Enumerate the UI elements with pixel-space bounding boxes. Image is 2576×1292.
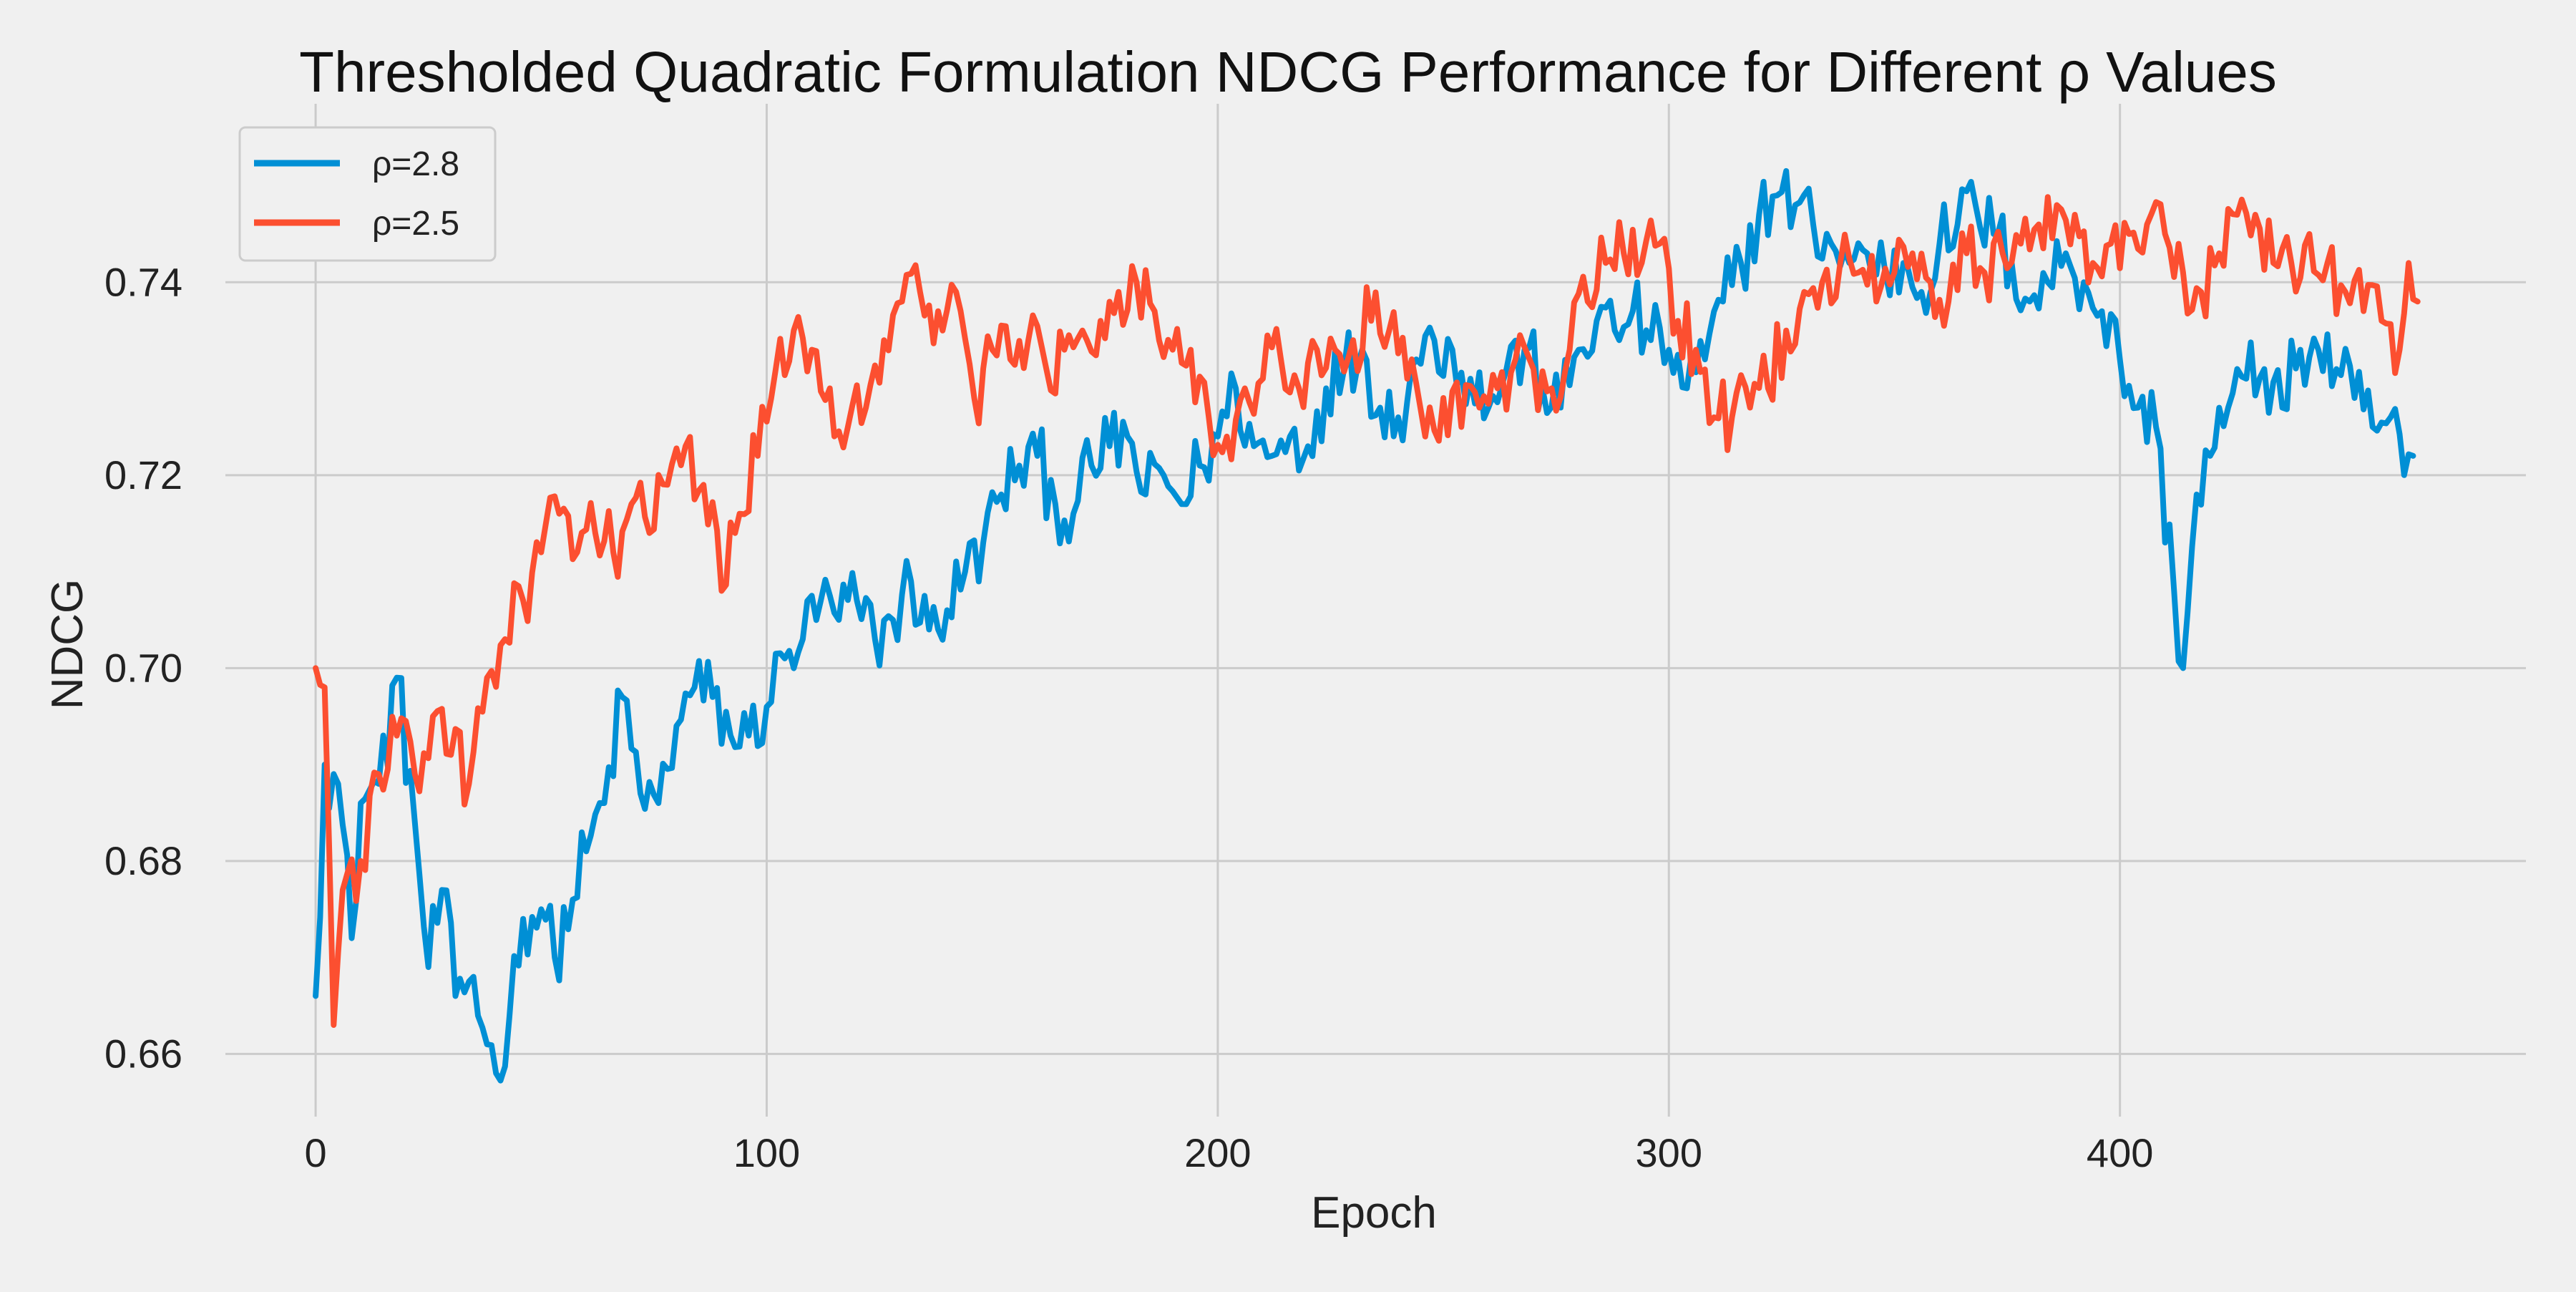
y-tick-label: 0.72 — [104, 452, 182, 497]
x-axis-title: Epoch — [1311, 1188, 1437, 1238]
y-axis-title: NDCG — [43, 579, 92, 710]
x-tick-label: 0 — [305, 1130, 327, 1175]
x-tick-label: 100 — [733, 1130, 800, 1175]
legend: ρ=2.8 ρ=2.5 — [238, 126, 497, 262]
series-line-1 — [313, 194, 2421, 1028]
legend-label-rho-2-5: ρ=2.5 — [372, 205, 459, 243]
y-tick-label: 0.66 — [104, 1031, 182, 1076]
x-tick-label: 400 — [2087, 1130, 2153, 1175]
x-tick-label: 300 — [1636, 1130, 1702, 1175]
y-tick-label: 0.70 — [104, 645, 182, 690]
chart-title: Thresholded Quadratic Formulation NDCG P… — [299, 40, 2277, 104]
y-tick-label: 0.68 — [104, 838, 182, 883]
legend-label-rho-2-8: ρ=2.8 — [372, 145, 459, 183]
series-layer — [313, 167, 2421, 1084]
y-tick-label: 0.74 — [104, 259, 182, 304]
tick-layer: 0.66 0.68 0.70 0.72 0.74 0 100 200 300 400 — [104, 259, 2153, 1175]
x-tick-label: 200 — [1184, 1130, 1251, 1175]
